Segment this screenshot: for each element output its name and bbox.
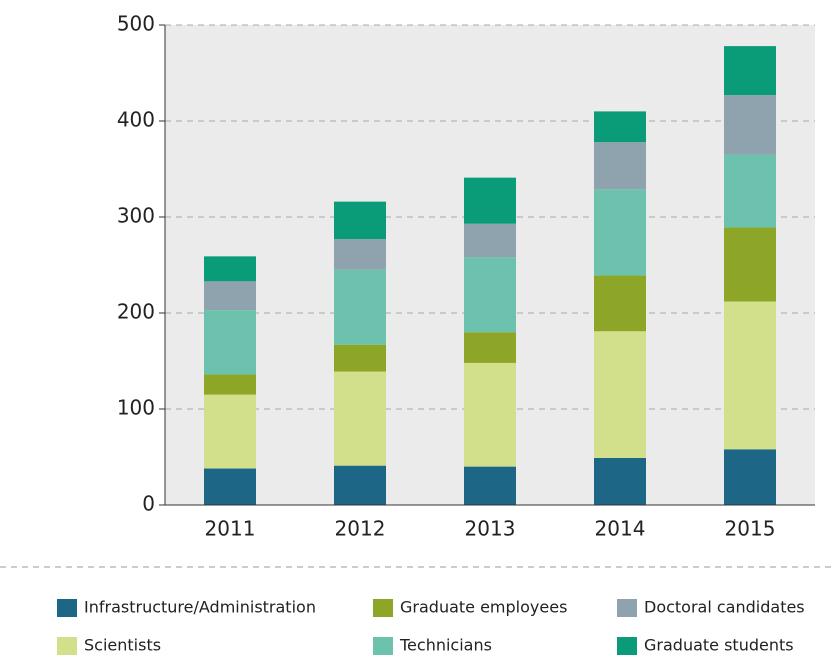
bar-segment	[334, 344, 386, 372]
bar-segment	[724, 227, 776, 302]
bar-segment	[204, 394, 256, 469]
bar-segment	[204, 256, 256, 282]
bar-segment	[334, 371, 386, 466]
bar-segment	[724, 154, 776, 228]
legend-swatch	[57, 637, 77, 655]
legend-swatch	[373, 599, 393, 617]
bar-segment	[464, 223, 516, 258]
x-tick-label: 2013	[465, 517, 516, 541]
bar-segment	[594, 142, 646, 190]
x-tick-label: 2011	[205, 517, 256, 541]
bar-segment	[464, 257, 516, 333]
bar-segment	[334, 465, 386, 505]
bar-segment	[594, 111, 646, 143]
bar-segment	[724, 46, 776, 96]
legend-swatch	[57, 599, 77, 617]
y-tick-label: 200	[117, 300, 155, 324]
bar-segment	[204, 468, 256, 505]
bar-segment	[464, 362, 516, 467]
bar-segment	[204, 374, 256, 395]
x-tick-label: 2014	[595, 517, 646, 541]
x-tick-label: 2015	[725, 517, 776, 541]
bar-segment	[594, 457, 646, 505]
legend-swatch	[373, 637, 393, 655]
bar-segment	[724, 95, 776, 155]
bar-segment	[464, 466, 516, 505]
bar-segment	[594, 189, 646, 276]
legend-label: Technicians	[399, 636, 492, 655]
bar-segment	[724, 301, 776, 450]
bar-segment	[594, 275, 646, 332]
bar-segment	[334, 269, 386, 345]
legend-swatch	[617, 637, 637, 655]
bar-segment	[334, 201, 386, 240]
legend-label: Scientists	[84, 636, 161, 655]
y-tick-label: 100	[117, 396, 155, 420]
bar-segment	[464, 177, 516, 224]
legend-label: Graduate students	[644, 636, 794, 655]
y-tick-label: 400	[117, 108, 155, 132]
legend-label: Doctoral candidates	[644, 598, 805, 617]
x-tick-label: 2012	[335, 517, 386, 541]
y-tick-label: 0	[142, 492, 155, 516]
y-tick-label: 300	[117, 204, 155, 228]
bar-segment	[204, 310, 256, 375]
bar-segment	[464, 332, 516, 363]
bar-segment	[724, 449, 776, 505]
legend-swatch	[617, 599, 637, 617]
bar-segment	[594, 331, 646, 458]
legend-label: Graduate employees	[400, 598, 567, 617]
bar-segment	[204, 281, 256, 311]
bar-segment	[334, 239, 386, 270]
y-tick-label: 500	[117, 12, 155, 36]
legend-label: Infrastructure/Administration	[84, 598, 316, 617]
